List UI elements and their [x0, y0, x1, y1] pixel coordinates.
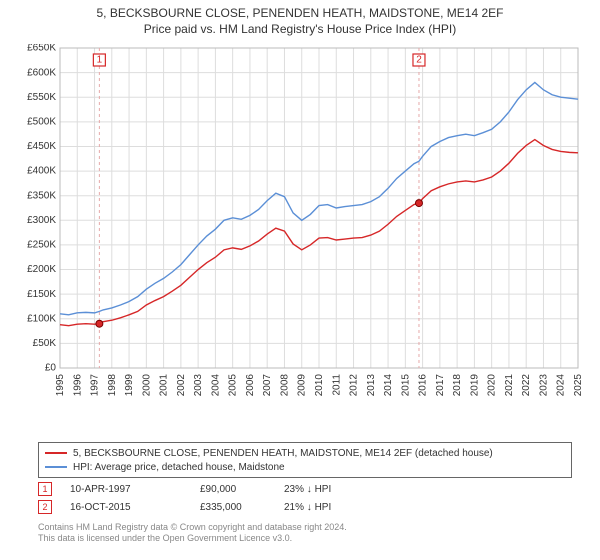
event-marker-1: 1 — [38, 482, 52, 496]
svg-text:£200K: £200K — [27, 264, 56, 275]
chart-svg: £0 £50K £100K £150K £200K £250K £300K £350K £400… — [16, 44, 584, 410]
event-delta-2: 21% ↓ HPI — [284, 502, 331, 513]
event-row-2: 2 16-OCT-2015 £335,000 21% ↓ HPI — [38, 498, 572, 516]
svg-text:2016: 2016 — [418, 374, 429, 397]
svg-text:£150K: £150K — [27, 289, 56, 300]
svg-text:2022: 2022 — [521, 374, 532, 397]
svg-text:2023: 2023 — [538, 374, 549, 397]
legend-swatch-price — [45, 452, 67, 454]
svg-text:£0: £0 — [45, 363, 57, 374]
svg-text:2011: 2011 — [331, 374, 342, 396]
svg-text:£600K: £600K — [27, 67, 56, 78]
chart-title-line1: 5, BECKSBOURNE CLOSE, PENENDEN HEATH, MA… — [0, 6, 600, 20]
legend-label-hpi: HPI: Average price, detached house, Maid… — [73, 462, 285, 473]
event-date-1: 10-APR-1997 — [70, 484, 200, 495]
svg-text:2018: 2018 — [452, 374, 463, 397]
event-table: 1 10-APR-1997 £90,000 23% ↓ HPI 2 16-OCT… — [38, 480, 572, 516]
svg-text:1995: 1995 — [55, 374, 66, 397]
footer-attribution: Contains HM Land Registry data © Crown c… — [38, 522, 572, 544]
footer-line1: Contains HM Land Registry data © Crown c… — [38, 522, 572, 533]
svg-text:1996: 1996 — [72, 374, 83, 397]
svg-text:2004: 2004 — [210, 374, 221, 397]
svg-text:2025: 2025 — [573, 374, 584, 397]
legend-label-price: 5, BECKSBOURNE CLOSE, PENENDEN HEATH, MA… — [73, 448, 493, 459]
event-date-2: 16-OCT-2015 — [70, 502, 200, 513]
svg-text:2000: 2000 — [141, 374, 152, 397]
svg-text:£350K: £350K — [27, 190, 56, 201]
svg-text:£550K: £550K — [27, 92, 56, 103]
svg-text:2: 2 — [416, 55, 422, 66]
svg-text:2015: 2015 — [400, 374, 411, 397]
svg-text:2013: 2013 — [366, 374, 377, 397]
svg-text:2017: 2017 — [435, 374, 446, 397]
event-price-1: £90,000 — [200, 484, 284, 495]
legend: 5, BECKSBOURNE CLOSE, PENENDEN HEATH, MA… — [38, 442, 572, 478]
svg-text:1999: 1999 — [124, 374, 135, 397]
svg-text:2005: 2005 — [228, 374, 239, 397]
chart-title-block: 5, BECKSBOURNE CLOSE, PENENDEN HEATH, MA… — [0, 0, 600, 36]
svg-text:1997: 1997 — [90, 374, 101, 397]
svg-text:2008: 2008 — [279, 374, 290, 397]
legend-row-hpi: HPI: Average price, detached house, Maid… — [45, 460, 565, 474]
legend-swatch-hpi — [45, 466, 67, 468]
svg-text:2003: 2003 — [193, 374, 204, 397]
svg-text:£250K: £250K — [27, 240, 56, 251]
svg-text:£500K: £500K — [27, 116, 56, 127]
svg-text:2007: 2007 — [262, 374, 273, 397]
chart-area: £0 £50K £100K £150K £200K £250K £300K £350K £400… — [16, 44, 584, 410]
svg-text:1: 1 — [97, 55, 103, 66]
svg-text:£400K: £400K — [27, 166, 56, 177]
svg-text:2020: 2020 — [487, 374, 498, 397]
svg-text:£650K: £650K — [27, 44, 56, 54]
event-price-2: £335,000 — [200, 502, 284, 513]
svg-text:£100K: £100K — [27, 313, 56, 324]
event-marker-2: 2 — [38, 500, 52, 514]
svg-text:2024: 2024 — [556, 374, 567, 397]
svg-text:2006: 2006 — [245, 374, 256, 397]
svg-text:2010: 2010 — [314, 374, 325, 397]
svg-text:1998: 1998 — [107, 374, 118, 397]
svg-text:£50K: £50K — [33, 338, 57, 349]
svg-text:2012: 2012 — [349, 374, 360, 397]
chart-title-line2: Price paid vs. HM Land Registry's House … — [0, 22, 600, 36]
legend-row-price: 5, BECKSBOURNE CLOSE, PENENDEN HEATH, MA… — [45, 446, 565, 460]
svg-text:2009: 2009 — [297, 374, 308, 397]
svg-text:2014: 2014 — [383, 374, 394, 397]
svg-text:2001: 2001 — [159, 374, 170, 397]
svg-text:2021: 2021 — [504, 374, 515, 397]
svg-text:2002: 2002 — [176, 374, 187, 397]
event-delta-1: 23% ↓ HPI — [284, 484, 331, 495]
svg-text:£450K: £450K — [27, 141, 56, 152]
event-row-1: 1 10-APR-1997 £90,000 23% ↓ HPI — [38, 480, 572, 498]
svg-text:£300K: £300K — [27, 215, 56, 226]
svg-text:2019: 2019 — [469, 374, 480, 397]
footer-line2: This data is licensed under the Open Gov… — [38, 533, 572, 544]
